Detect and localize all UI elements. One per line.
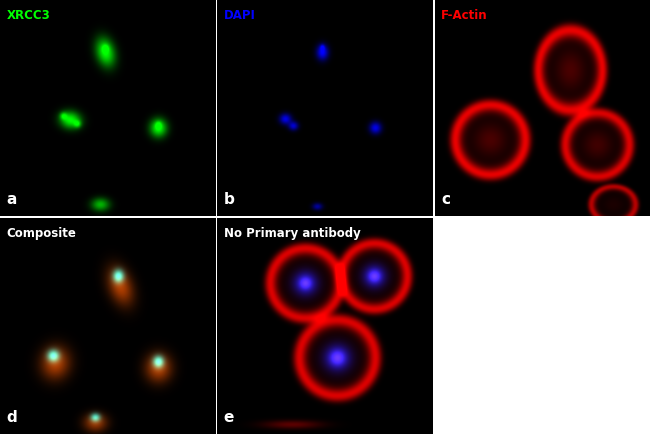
Text: d: d [6, 411, 17, 425]
Text: Composite: Composite [6, 227, 76, 240]
Text: DAPI: DAPI [224, 9, 255, 22]
Text: No Primary antibody: No Primary antibody [224, 227, 361, 240]
Text: b: b [224, 192, 235, 207]
Text: XRCC3: XRCC3 [6, 9, 50, 22]
Text: e: e [224, 411, 234, 425]
Text: a: a [6, 192, 17, 207]
Text: c: c [441, 192, 450, 207]
Text: F-Actin: F-Actin [441, 9, 488, 22]
